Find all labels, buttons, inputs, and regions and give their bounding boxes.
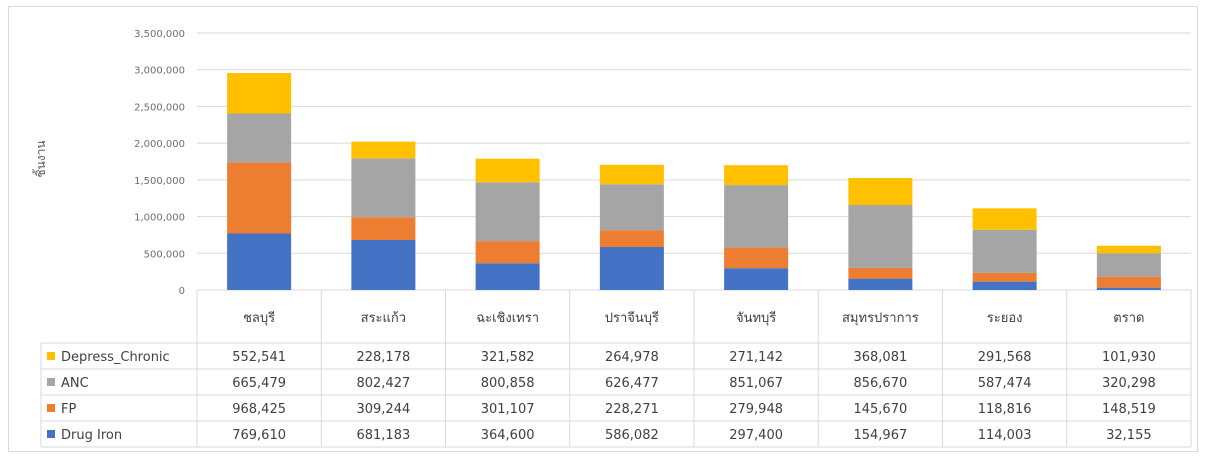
legend-label: Drug Iron [61,428,122,443]
y-tick-label: 2,500,000 [134,102,185,113]
bar-segment [475,182,540,242]
data-label: 279,948 [729,402,783,417]
legend-key-swatch [47,430,55,438]
bar-segment [351,217,416,240]
bar-segment [724,165,789,186]
y-tick-label: 3,500,000 [134,29,185,40]
bar-segment [972,208,1037,230]
bar-segment [599,164,664,185]
data-label: 320,298 [1102,376,1156,391]
x-tick-label: จันทบุรี [736,310,776,326]
data-label: 364,600 [481,428,535,443]
data-label: 586,082 [605,428,659,443]
data-label: 800,858 [481,376,535,391]
bar-segment [227,113,292,163]
legend-key-swatch [47,378,55,386]
legend-key-swatch [47,404,55,412]
bar-segment [475,241,540,264]
bar-segment [227,162,292,234]
chart-frame: 0 500,000 1,000,000 1,500,000 2,000,000 2,500… [8,6,1198,452]
bar-segment [1096,253,1161,277]
bar-segment [475,263,540,290]
x-tick-label: ชลบุรี [243,310,275,326]
y-tick-label: 500,000 [144,249,185,260]
data-label: 552,541 [232,350,286,365]
bar-segment [1096,287,1161,290]
x-tick-label: ปราจีนบุรี [605,310,659,326]
data-label: 309,244 [356,402,410,417]
data-label: 101,930 [1102,350,1156,365]
bar-segment [351,141,416,159]
data-label: 228,178 [356,350,410,365]
bar-segment [724,268,789,290]
bar-segment [848,267,913,279]
x-tick-label: ตราด [1113,311,1144,326]
data-label: 264,978 [605,350,659,365]
bar-segment [351,239,416,290]
bar-segment [972,281,1037,290]
bar-segment [599,184,664,231]
data-label: 802,427 [356,376,410,391]
bar-segment [599,230,664,247]
data-label: 145,670 [853,402,907,417]
stacked-bar-chart: 0 500,000 1,000,000 1,500,000 2,000,000 2,500… [32,29,1192,448]
data-label: 851,067 [729,376,783,391]
legend-label: Depress_Chronic [61,350,170,365]
data-label: 587,474 [978,376,1032,391]
x-tick-label: สระแก้ว [361,311,406,326]
data-label: 148,519 [1102,402,1156,417]
y-tick-label: 2,000,000 [134,139,185,150]
bar-segment [227,233,292,290]
y-tick-label: 0 [179,286,185,297]
data-label: 154,967 [853,428,907,443]
legend-label: FP [61,402,76,417]
data-label: 626,477 [605,376,659,391]
y-tick-label: 1,000,000 [134,213,185,224]
data-label: 968,425 [232,402,286,417]
data-label: 368,081 [853,350,907,365]
legend-label: ANC [61,376,89,391]
data-label: 665,479 [232,376,286,391]
data-label: 118,816 [978,402,1032,417]
bar-segment [972,229,1037,273]
y-tick-label: 1,500,000 [134,176,185,187]
data-label: 769,610 [232,428,286,443]
legend-key-swatch [47,352,55,360]
bar-segment [1096,276,1161,288]
bar-segment [724,247,789,269]
data-label: 297,400 [729,428,783,443]
bar-segment [599,246,664,290]
data-label: 32,155 [1106,428,1152,443]
data-label: 271,142 [729,350,783,365]
bar-segment [227,72,292,114]
x-tick-label: ระยอง [987,311,1023,326]
x-tick-label: ฉะเชิงเทรา [476,311,539,326]
bar-segment [475,158,540,183]
x-tick-label: สมุทรปราการ [842,311,919,326]
bar-segment [848,177,913,206]
y-axis-title: ชิ้นงาน [32,140,48,177]
bar-segment [724,185,789,248]
bar-segment [848,205,913,268]
bar-segment [1096,245,1161,254]
bar-segment [972,272,1037,282]
bar-segment [848,278,913,290]
data-label: 681,183 [356,428,410,443]
data-label: 114,003 [978,428,1032,443]
y-tick-label: 3,000,000 [134,66,185,77]
bar-segment [351,158,416,218]
data-label: 301,107 [481,402,535,417]
data-label: 291,568 [978,350,1032,365]
data-label: 321,582 [481,350,535,365]
data-label: 856,670 [853,376,907,391]
data-label: 228,271 [605,402,659,417]
